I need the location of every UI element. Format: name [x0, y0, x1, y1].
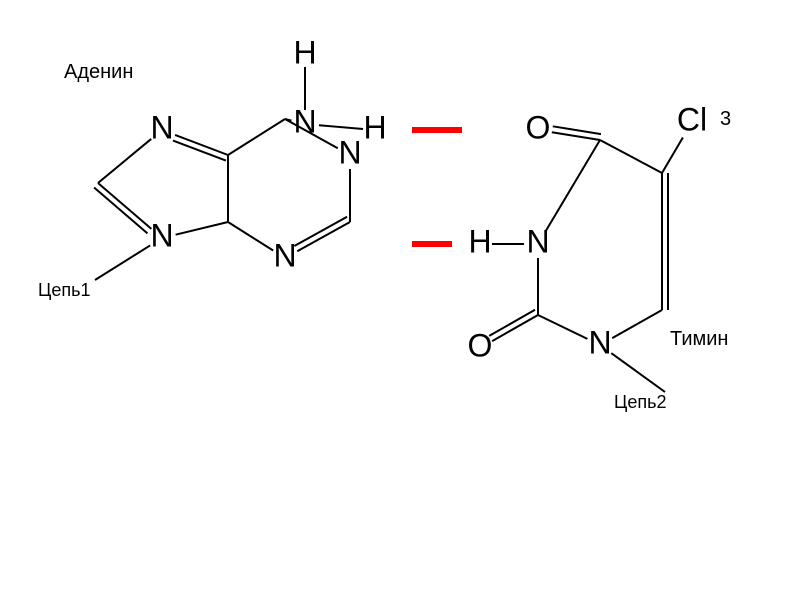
- atom-O: O: [468, 327, 493, 363]
- atom-H: H: [468, 223, 491, 259]
- atom-substituent: Cl: [677, 101, 707, 137]
- atom-N: N: [338, 134, 361, 170]
- atom-H: H: [363, 109, 386, 145]
- label-adenine: Аденин: [64, 61, 133, 83]
- atom-N: N: [588, 324, 611, 360]
- label-chain1: Цепь1: [38, 280, 90, 300]
- label-thymine: Тимин: [670, 328, 728, 350]
- atom-N: N: [150, 109, 173, 145]
- atom-O: O: [526, 109, 551, 145]
- atom-N: N: [293, 103, 316, 139]
- label-chain2: Цепь2: [614, 392, 666, 412]
- label-3: 3: [720, 108, 731, 130]
- atom-H: H: [293, 34, 316, 70]
- atom-N: N: [150, 217, 173, 253]
- chemical-diagram: NNNNNHHNNOOHClАденинТиминЦепь1Цепь23: [0, 0, 800, 600]
- atom-N: N: [526, 223, 549, 259]
- atom-N: N: [273, 237, 296, 273]
